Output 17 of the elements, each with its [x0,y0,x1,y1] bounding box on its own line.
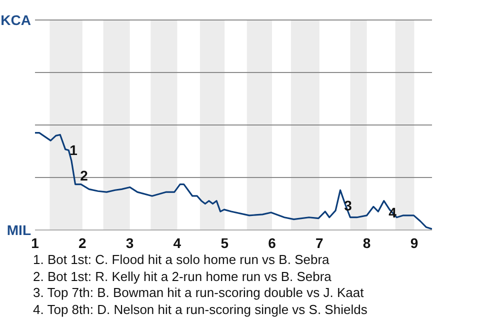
text: 1. Bot 1st: C. Flood hit a solo home run vs B. Sebra [33,252,330,268]
x-tick-label: 9 [410,234,418,251]
x-tick-label: 4 [173,234,182,251]
text: KCA [0,12,31,28]
x-tick-label: 5 [220,234,229,251]
text: MIL [6,222,32,238]
x-tick-label: 7 [316,234,324,251]
text: 2. Bot 1st: R. Kelly hit a 2-run home run vs B. Sebra [33,268,332,285]
annotation: 1 [70,142,78,158]
text: 4. Top 8th: D. Nelson hit a run-scoring single vs S. Shields [33,302,368,318]
x-tick-label: 1 [31,234,40,251]
x-tick-label: 8 [362,234,371,251]
x-tick-label: 3 [126,234,134,251]
x-tick-label: 2 [78,234,87,251]
text: 3. Top 7th: B. Bowman hit a run-scoring double vs J. Kaat [33,285,365,302]
x-tick-label: 6 [268,234,276,251]
annotation: 2 [80,168,88,184]
